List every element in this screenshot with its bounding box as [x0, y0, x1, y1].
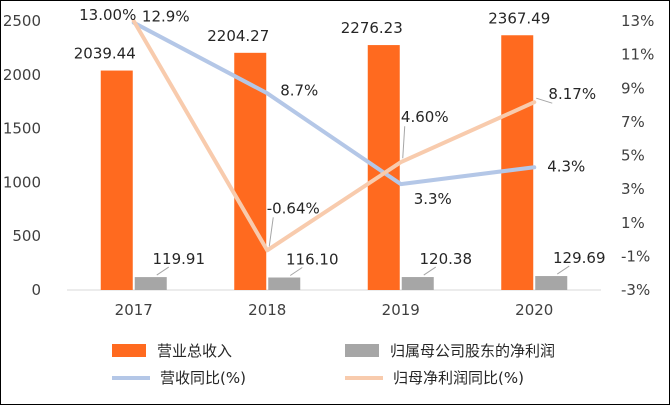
data-label-net-profit: 119.91 — [153, 250, 206, 268]
data-label-net-profit: 116.10 — [286, 251, 339, 269]
x-axis-tick-label: 2018 — [248, 301, 286, 319]
left-axis-tick-label: 1000 — [3, 173, 41, 191]
leader-line — [156, 266, 170, 276]
right-axis-tick-label: 11% — [621, 46, 654, 64]
x-axis-tick-label: 2017 — [115, 301, 153, 319]
left-axis-tick-label: 2500 — [3, 12, 41, 30]
data-label-revenue-growth: 4.3% — [547, 157, 585, 175]
right-axis-tick-label: 3% — [621, 180, 645, 198]
legend-label: 归母净利润同比(%) — [393, 369, 524, 387]
leader-line — [268, 217, 274, 247]
data-label-net-profit-growth: -0.64% — [267, 199, 320, 217]
left-axis-tick-label: 2000 — [3, 66, 41, 84]
legend-swatch — [112, 344, 146, 357]
right-axis-tick-label: 7% — [621, 113, 645, 131]
bar-net-profit — [268, 277, 301, 290]
x-axis-tick-label: 2019 — [382, 301, 420, 319]
legend-swatch — [345, 344, 379, 357]
left-axis-tick-label: 0 — [31, 281, 41, 299]
right-axis-tick-label: 5% — [621, 147, 645, 165]
leader-line — [556, 265, 570, 275]
leader-line — [289, 267, 303, 276]
data-label-revenue-growth: 12.9% — [142, 8, 190, 26]
right-axis-tick-label: 9% — [621, 79, 645, 97]
data-label-net-profit: 129.69 — [553, 249, 606, 267]
data-label-net-profit-growth: 13.00% — [79, 6, 136, 24]
data-label-net-profit: 120.38 — [420, 250, 473, 268]
bar-revenue — [100, 70, 133, 290]
data-label-revenue-growth: 8.7% — [280, 81, 318, 99]
left-axis-tick-label: 1500 — [3, 120, 41, 138]
leader-line — [402, 126, 406, 159]
right-axis-tick-label: -1% — [621, 247, 650, 265]
bar-revenue — [501, 35, 534, 291]
left-axis-tick-label: 500 — [12, 227, 41, 245]
data-label-net-profit-growth: 4.60% — [401, 108, 449, 126]
line-revenue-growth — [131, 20, 537, 187]
data-label-net-profit-growth: 8.17% — [548, 85, 596, 103]
legend-label: 营业总收入 — [157, 342, 232, 360]
right-axis-tick-label: -3% — [621, 281, 650, 299]
data-label-revenue: 2276.23 — [341, 19, 403, 37]
right-axis-tick-label: 13% — [621, 12, 654, 30]
right-axis-tick-label: 1% — [621, 214, 645, 232]
x-axis-tick-label: 2020 — [515, 301, 553, 319]
legend-label: 营收同比(%) — [160, 369, 246, 387]
line-net-profit-growth — [131, 19, 537, 253]
bar-net-profit — [134, 277, 167, 290]
data-label-revenue: 2367.49 — [488, 9, 550, 27]
data-label-revenue: 2204.27 — [207, 27, 269, 45]
bar-net-profit — [401, 277, 434, 290]
leader-line — [423, 266, 437, 276]
leader-line — [536, 97, 553, 104]
bar-net-profit — [535, 276, 568, 290]
data-label-revenue-growth: 3.3% — [414, 190, 452, 208]
data-label-revenue: 2039.44 — [74, 45, 136, 63]
bar-revenue — [234, 52, 267, 290]
legend-label: 归属母公司股东的净利润 — [390, 342, 555, 360]
